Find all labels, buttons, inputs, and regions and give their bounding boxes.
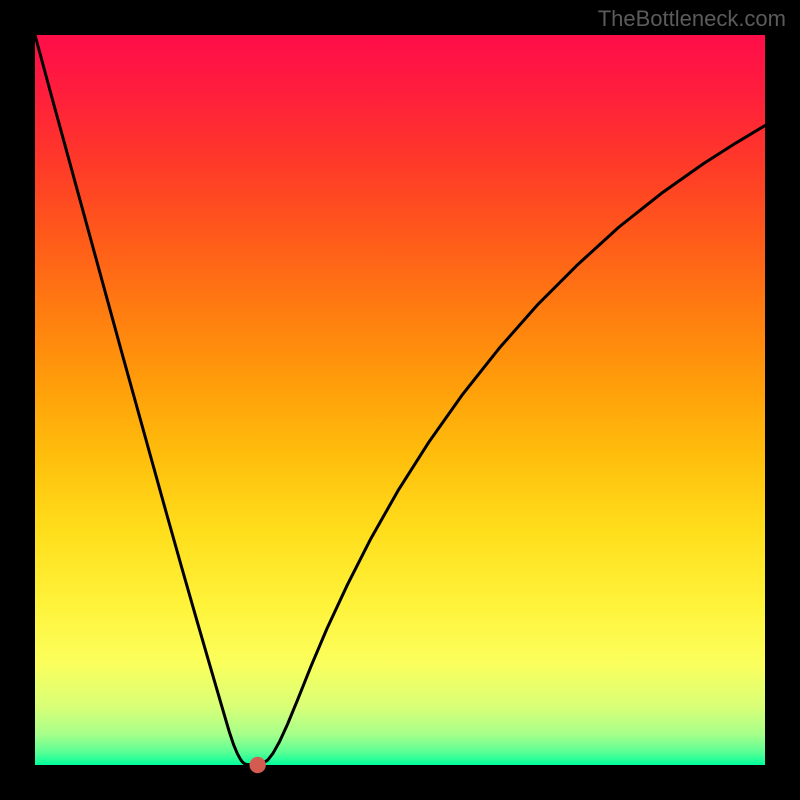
chart-svg — [0, 0, 800, 800]
plot-background — [35, 35, 765, 765]
watermark-text: TheBottleneck.com — [598, 6, 786, 32]
optimum-marker — [249, 757, 265, 773]
chart-stage: TheBottleneck.com — [0, 0, 800, 800]
